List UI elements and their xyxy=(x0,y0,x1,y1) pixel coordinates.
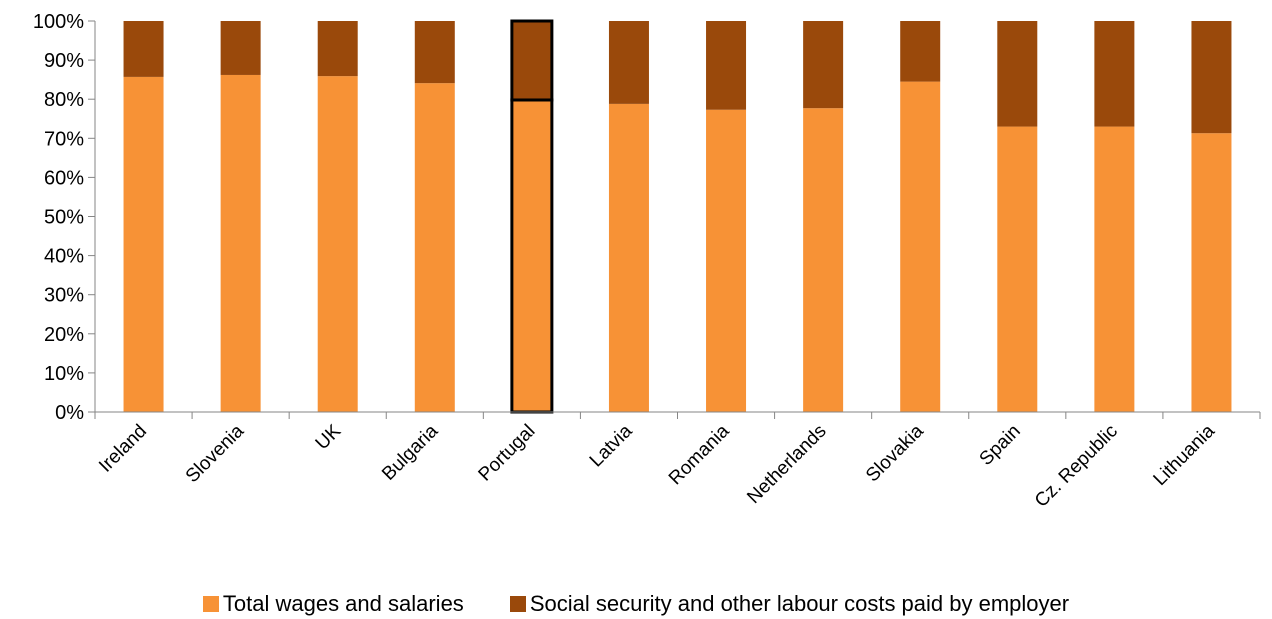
bar-slovakia-series-0 xyxy=(900,81,941,412)
bar-lithuania-series-1 xyxy=(1191,21,1232,134)
bars-layer xyxy=(123,19,1232,414)
y-tick-label: 80% xyxy=(44,89,84,111)
x-tick-label: Bulgaria xyxy=(378,420,442,484)
y-tick-label: 60% xyxy=(44,167,84,189)
bar-spain-series-0 xyxy=(997,126,1038,412)
x-tick-label: Slovakia xyxy=(862,420,928,486)
bar-spain-series-1 xyxy=(997,21,1038,127)
y-tick-label: 100% xyxy=(33,11,84,33)
bar-slovakia-series-1 xyxy=(900,21,941,82)
x-tick-label: Netherlands xyxy=(743,421,830,508)
legend-swatch-social-security xyxy=(509,596,526,612)
x-tick-label: Cz. Republic xyxy=(1031,421,1122,512)
bar-cz-republic-series-0 xyxy=(1094,126,1135,412)
y-tick-label: 40% xyxy=(44,246,84,268)
bar-romania-series-1 xyxy=(706,21,747,110)
y-tick-label: 10% xyxy=(44,363,84,385)
bar-uk-series-0 xyxy=(317,76,358,413)
bar-portugal-series-0 xyxy=(510,98,554,414)
bar-uk-series-1 xyxy=(317,21,358,77)
x-tick-label: Romania xyxy=(665,420,734,489)
y-tick-label: 20% xyxy=(44,324,84,346)
bar-portugal-series-1 xyxy=(510,19,554,102)
x-tick-label: Slovenia xyxy=(182,420,249,487)
legend-item-social-security: Social security and other labour costs p… xyxy=(509,591,1070,616)
x-tick-labels: Ireland Slovenia UK Bulgaria Portugal Latvia R… xyxy=(95,420,1219,511)
axes-layer xyxy=(88,20,1261,419)
legend: Total wages and salaries Social security… xyxy=(0,592,1272,616)
x-tick-label: UK xyxy=(312,420,346,454)
bar-slovenia-series-1 xyxy=(220,21,261,75)
bar-lithuania-series-0 xyxy=(1191,133,1232,413)
y-tick-label: 50% xyxy=(44,207,84,229)
y-tick-label: 0% xyxy=(55,402,84,424)
bar-cz-republic-series-1 xyxy=(1094,21,1135,127)
x-tick-label: Lithuania xyxy=(1150,420,1220,490)
bar-ireland-series-0 xyxy=(123,76,164,413)
x-tick-label: Latvia xyxy=(586,420,637,471)
y-tick-label: 30% xyxy=(44,285,84,307)
bar-romania-series-0 xyxy=(706,109,747,412)
legend-label-wages: Total wages and salaries xyxy=(222,591,464,616)
legend-swatch-wages xyxy=(202,596,219,612)
bar-latvia-series-1 xyxy=(608,21,649,104)
bar-bulgaria-series-0 xyxy=(414,83,455,412)
legend-item-wages: Total wages and salaries xyxy=(202,591,464,616)
bar-ireland-series-1 xyxy=(123,21,164,77)
x-tick-label: Spain xyxy=(976,421,1025,470)
x-tick-label: Portugal xyxy=(475,421,540,486)
y-tick-label: 70% xyxy=(44,128,84,150)
y-tick-label: 90% xyxy=(44,50,84,72)
bar-slovenia-series-0 xyxy=(220,74,261,412)
bar-netherlands-series-0 xyxy=(803,108,844,413)
bar-bulgaria-series-1 xyxy=(414,21,455,84)
bar-latvia-series-0 xyxy=(608,103,649,412)
y-tick-labels: 0% 10% 20% 30% 40% 50% 60% 70% 80% 90% 100% xyxy=(33,11,84,424)
legend-label-social-security: Social security and other labour costs p… xyxy=(529,591,1070,616)
x-tick-label: Ireland xyxy=(95,421,151,477)
bar-netherlands-series-1 xyxy=(803,21,844,109)
